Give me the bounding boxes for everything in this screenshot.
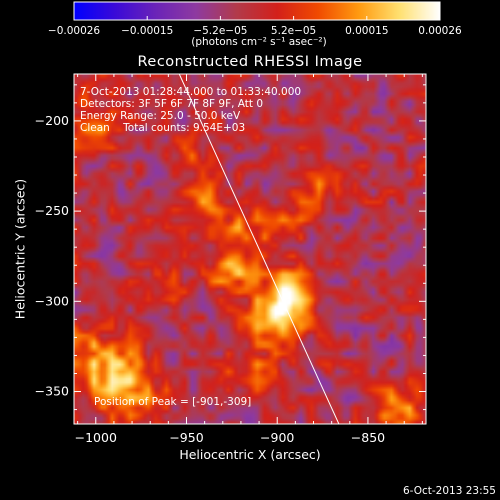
- colorbar-tick-label: 0.00026: [418, 25, 462, 37]
- colorbar-tick-label: −5.2e−05: [193, 25, 247, 37]
- annotation-energy-range: Energy Range: 25.0 - 50.0 keV: [80, 110, 241, 122]
- x-axis-label: Heliocentric X (arcsec): [179, 447, 321, 462]
- annotation-peak-position: Position of Peak = [-901,-309]: [94, 396, 252, 408]
- annotation-clean-counts: Clean Total counts: 9.54E+03: [80, 122, 246, 134]
- colorbar-units-label: (photons cm⁻² s⁻¹ asec⁻²): [191, 36, 327, 48]
- colorbar: [73, 1, 441, 21]
- colorbar-tick-label: 5.2e−05: [271, 25, 316, 37]
- annotation-detectors: Detectors: 3F 5F 6F 7F 8F 9F, Att 0: [80, 98, 264, 110]
- y-axis-label: Heliocentric Y (arcsec): [12, 178, 28, 320]
- annotation-time-range: 7-Oct-2013 01:28:44.000 to 01:33:40.000: [80, 86, 302, 98]
- colorbar-tick-label: −0.00015: [121, 25, 173, 37]
- footer-timestamp: 6-Oct-2013 23:55: [402, 485, 496, 497]
- colorbar-ticks: −0.00026 −0.00015 −5.2e−05 5.2e−05 0.00015 0.…: [48, 16, 462, 37]
- colorbar-tick-label: 0.00015: [345, 25, 388, 37]
- colorbar-tick-label: −0.00026: [48, 25, 101, 37]
- chart-title: Reconstructed RHESSI Image: [137, 54, 363, 70]
